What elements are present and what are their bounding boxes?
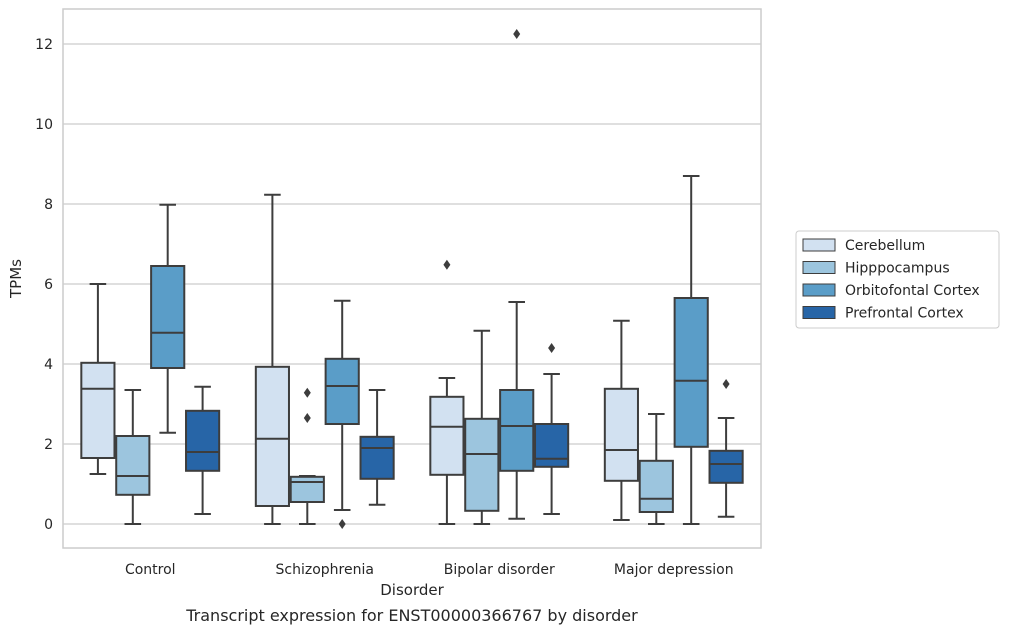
box-iqr (638, 459, 674, 513)
box-iqr (429, 395, 465, 476)
y-tick-label: 2 (44, 437, 53, 453)
box-iqr (115, 435, 151, 496)
x-tick-label: Major depression (614, 562, 734, 578)
y-tick-label: 8 (44, 197, 53, 213)
box-hipppocampus (464, 329, 500, 525)
box-orbitofontal-cortex (499, 29, 535, 520)
y-tick-label: 0 (44, 517, 53, 533)
outlier-point (548, 343, 556, 353)
legend-label: Cerebellum (845, 238, 925, 254)
box-iqr (185, 409, 221, 472)
box-prefrontal-cortex (708, 379, 744, 518)
box-iqr (80, 361, 116, 459)
box-cerebellum (254, 193, 290, 525)
figure-caption: Transcript expression for ENST0000036676… (186, 606, 638, 625)
outlier-point (513, 29, 521, 39)
outlier-point (303, 387, 311, 398)
box-orbitofontal-cortex (324, 299, 360, 529)
box-iqr (289, 475, 325, 503)
box-iqr (603, 387, 639, 482)
legend-label: Orbitofontal Cortex (845, 283, 980, 299)
box-hipppocampus (115, 389, 151, 525)
box-iqr (673, 297, 709, 448)
legend: Cerebellum Hipppocampus Orbitofontal Corte… (795, 230, 1000, 329)
box-iqr (254, 365, 290, 507)
box-orbitofontal-cortex (673, 175, 709, 525)
outlier-point (722, 379, 730, 389)
box-cerebellum (429, 259, 465, 525)
legend-label: Prefrontal Cortex (845, 306, 964, 322)
legend-swatch (802, 238, 836, 252)
box-iqr (150, 265, 186, 369)
box-prefrontal-cortex (185, 385, 221, 515)
x-axis-label: Disorder (380, 581, 444, 599)
box-prefrontal-cortex (534, 343, 570, 515)
y-tick-label: 10 (35, 117, 53, 133)
plot-frame (62, 8, 762, 549)
x-tick-label: Schizophrenia (276, 562, 374, 578)
legend-swatch (802, 283, 836, 297)
box-prefrontal-cortex (359, 389, 395, 506)
box-orbitofontal-cortex (150, 203, 186, 434)
box-hipppocampus (638, 413, 674, 525)
box-iqr (324, 357, 360, 425)
legend-frame (795, 230, 1000, 329)
y-tick-label: 6 (44, 277, 53, 293)
outlier-point (303, 413, 311, 423)
box-cerebellum (80, 283, 116, 475)
box-iqr (359, 435, 395, 480)
box-iqr (464, 417, 500, 512)
x-tick-label: Control (125, 562, 176, 578)
box-cerebellum (603, 319, 639, 521)
y-tick-label: 12 (35, 37, 53, 53)
outlier-point (443, 259, 451, 270)
legend-swatch (802, 306, 836, 319)
legend-label: Hipppocampus (845, 261, 950, 277)
legend-swatch (802, 261, 836, 274)
y-tick-label: 4 (44, 357, 53, 373)
box-iqr (708, 449, 744, 484)
x-tick-label: Bipolar disorder (444, 562, 555, 578)
box-iqr (499, 389, 535, 472)
box-iqr (534, 423, 570, 468)
box-hipppocampus (289, 387, 325, 525)
y-axis-label: TPMs (7, 259, 25, 299)
outlier-point (338, 519, 346, 529)
